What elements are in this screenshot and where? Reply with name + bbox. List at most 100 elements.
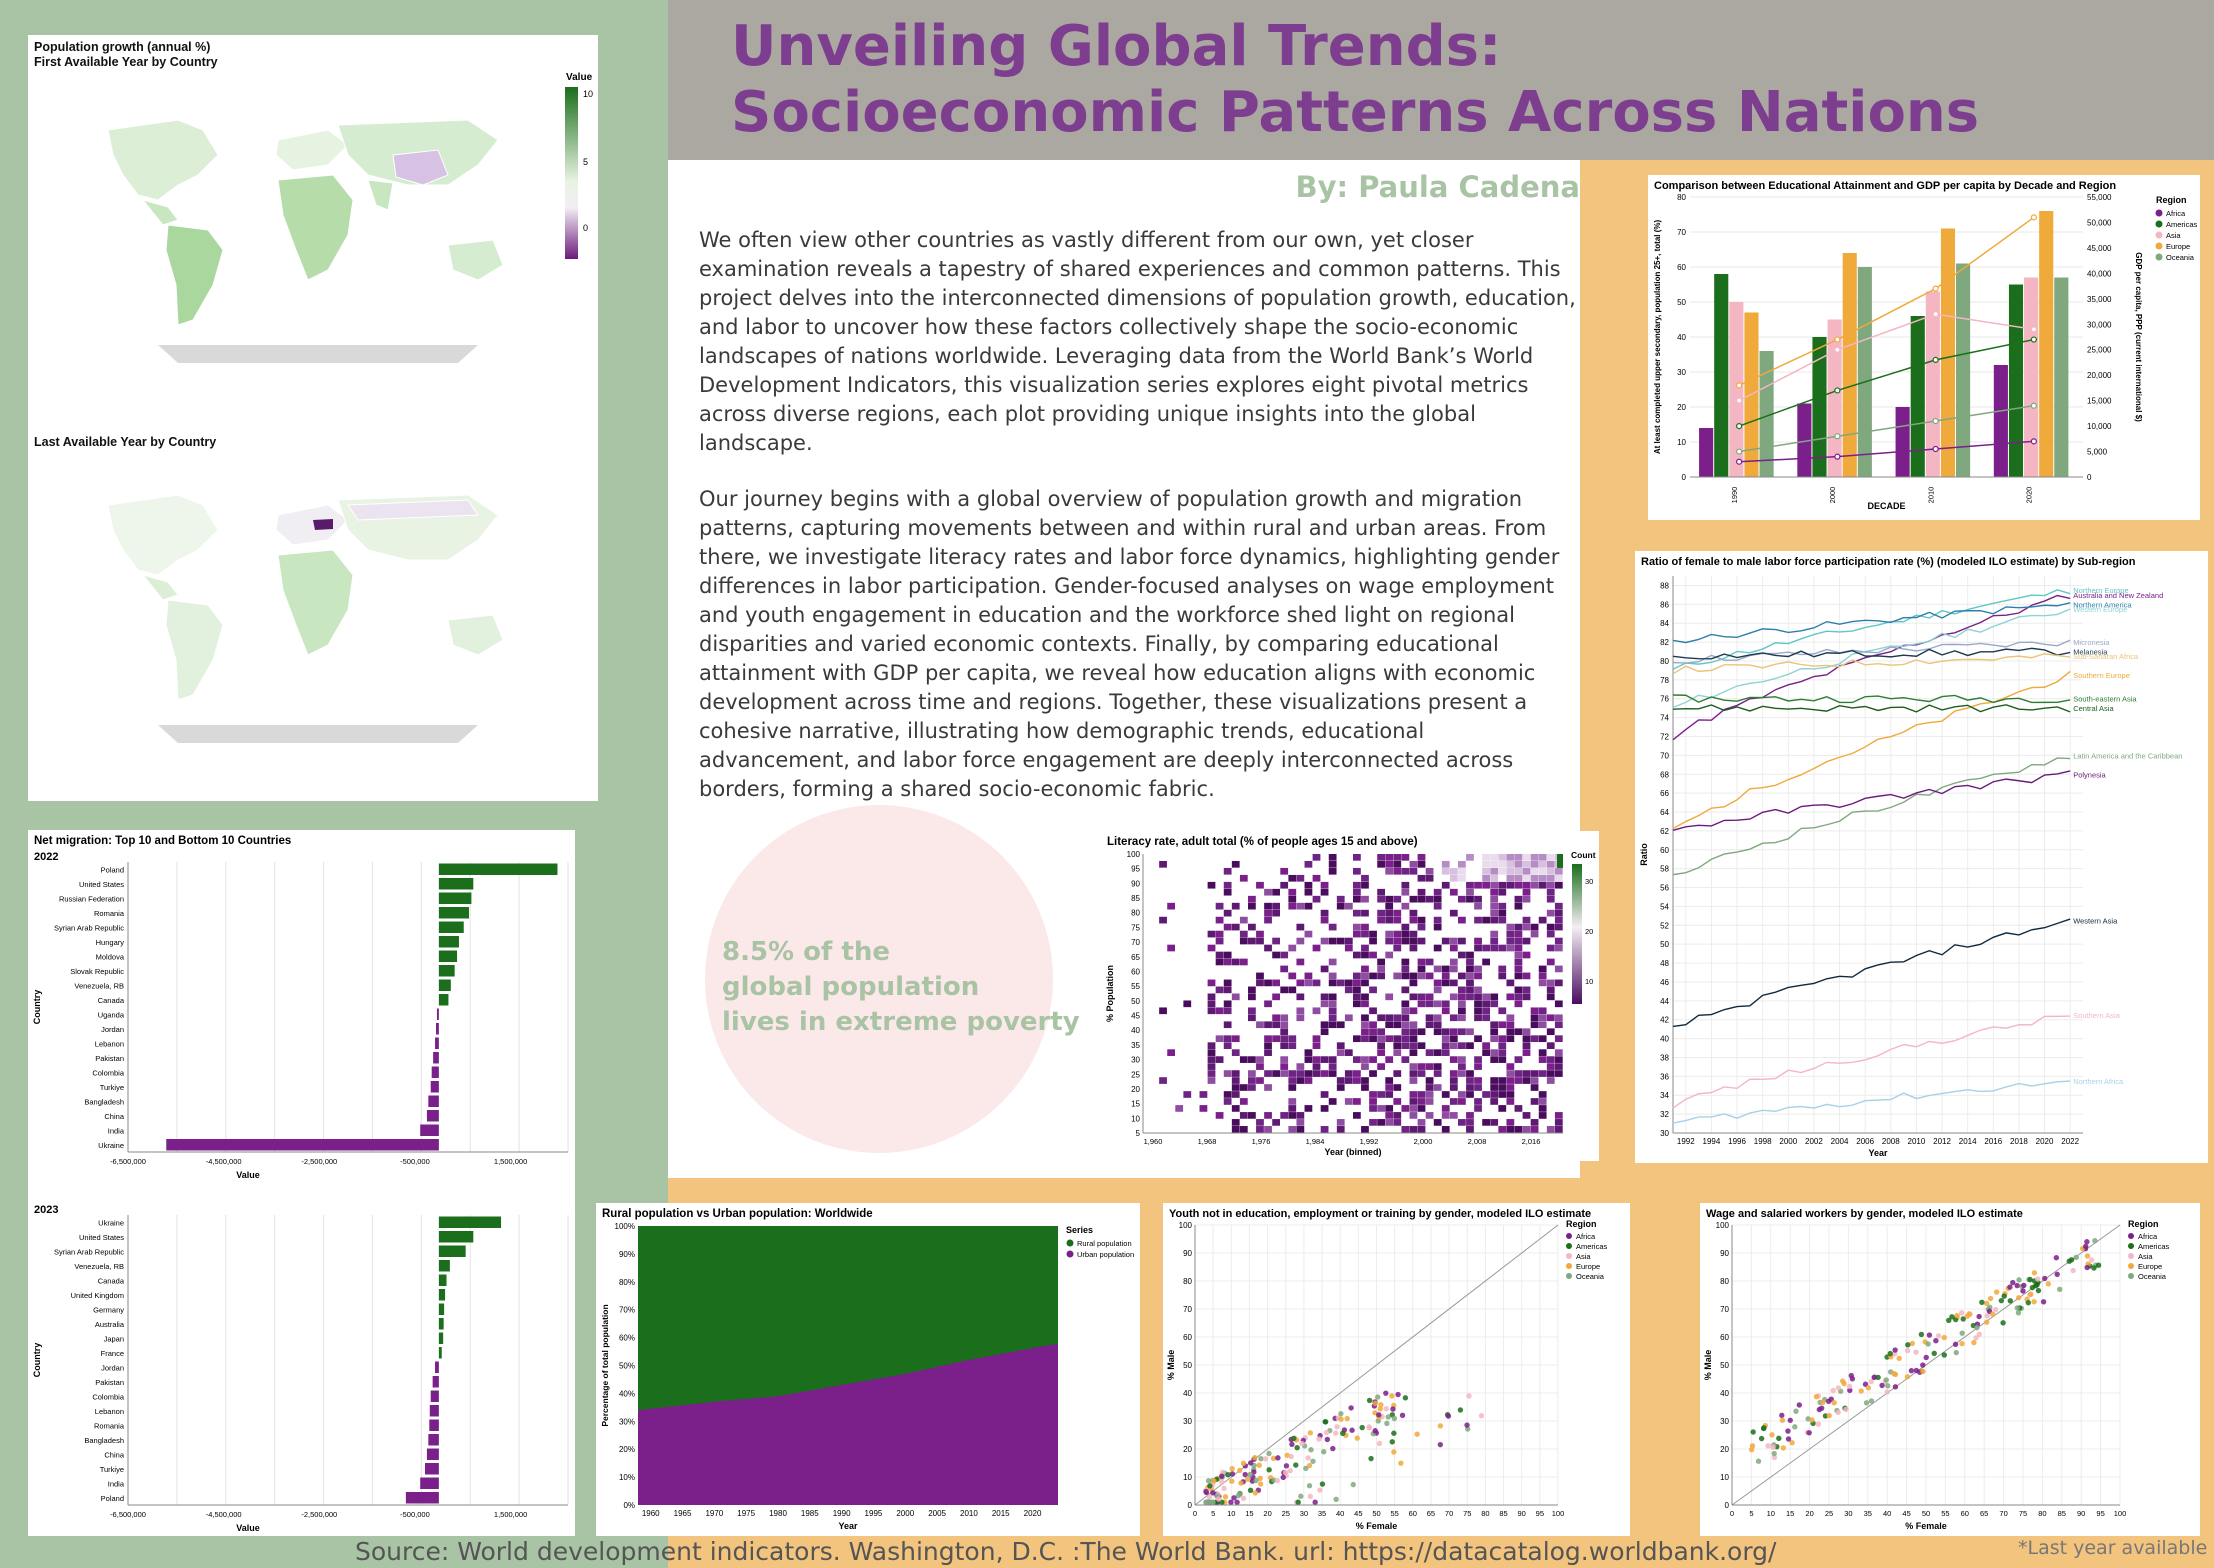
literacy-cell [1514,937,1523,945]
literacy-cell [1474,1077,1482,1084]
edu-gdp-legend-label: Europe [2166,242,2190,251]
neet-svg-point [1221,1485,1227,1492]
literacy-cell [1223,1070,1232,1077]
last-year-note: *Last year available [2018,1537,2208,1559]
literacy-cell [1458,993,1466,1001]
literacy-cell [1288,1105,1297,1112]
literacy-cell [1304,1049,1313,1056]
migration-x-tick: -500,000 [400,1510,430,1519]
urban-area [638,1344,1058,1505]
wage-svg-point [2035,1287,2042,1294]
literacy-cell [1482,1000,1491,1008]
literacy-cell [1506,930,1515,938]
neet-svg-point [1229,1478,1235,1484]
literacy-cell [1482,867,1491,875]
migration-country-label: Jordan [101,1025,124,1034]
neet-svg-point [1391,1430,1397,1436]
literacy-cell [1490,930,1499,938]
literacy-cell [1474,1007,1482,1015]
literacy-cell [1522,972,1531,980]
literacy-cell [1207,1049,1216,1056]
wage-svg-point [1908,1367,1915,1374]
neet-svg-point [1334,1424,1340,1430]
literacy-cell [1498,1035,1507,1043]
labor-y-tick: 36 [1660,1072,1669,1081]
literacy-cell [1546,1070,1555,1077]
literacy-cell [1409,979,1418,987]
literacy-cell [1296,1007,1305,1015]
neet-svg-point [1266,1467,1272,1473]
labor-y-tick: 48 [1660,959,1669,968]
literacy-cell [1433,944,1442,952]
literacy-cell [1320,1000,1329,1008]
literacy-cell [1336,979,1345,987]
net-migration-svg: Net migration: Top 10 and Bottom 10 Coun… [32,835,569,1533]
literacy-cell [1474,881,1482,889]
literacy-cell [1433,986,1442,994]
literacy-cell [1482,881,1491,889]
wage-svg-y-tick: 60 [1720,1333,1729,1342]
neet-svg-point [1348,1405,1354,1411]
labor-y-tick: 80 [1660,657,1669,666]
labor-line [1672,704,2071,713]
literacy-cell [1514,1056,1523,1063]
literacy-cell [1466,972,1474,980]
migration-country-label: Japan [104,1334,124,1343]
literacy-cell [1288,986,1297,994]
wage-svg-point [1785,1436,1792,1442]
wage-svg-x-tick: 85 [2058,1509,2066,1518]
labor-series-label: Polynesia [2073,770,2106,779]
literacy-cell [1393,909,1402,917]
edu-gdp-y2-tick: 20,000 [2087,371,2112,380]
literacy-cell [1458,1063,1466,1070]
literacy-cell [1377,1014,1386,1022]
literacy-cell [1296,1063,1305,1070]
labor-y-tick: 70 [1660,751,1669,760]
literacy-cell [1425,1084,1434,1091]
literacy-cell [1353,979,1361,987]
literacy-y-tick: 30 [1131,1056,1140,1065]
neet-svg-point [1310,1458,1316,1464]
neet-svg-y-tick: 60 [1183,1333,1192,1342]
map-legend-title: Value [566,72,593,83]
neet-svg-point [1291,1435,1297,1442]
literacy-cell [1336,937,1345,945]
literacy-cell [1369,1035,1377,1043]
neet-svg-legend-title: Region [1566,1219,1597,1229]
literacy-cell [1498,867,1507,875]
neet-svg-point [1323,1429,1330,1436]
literacy-cell [1466,986,1474,994]
literacy-cell [1207,1063,1216,1070]
literacy-y-tick: 15 [1131,1100,1140,1109]
wage-svg-x-tick: 80 [2038,1509,2046,1518]
literacy-cell [1417,1091,1426,1098]
migration-country-label: Moldova [96,952,125,961]
literacy-cell [1425,874,1434,882]
neet-svg-point [1333,1430,1339,1436]
literacy-cell [1458,916,1466,924]
literacy-cell [1272,993,1281,1001]
literacy-cell [1401,888,1410,896]
migration-title: Net migration: Top 10 and Bottom 10 Coun… [34,835,291,847]
gdp-line [1738,338,2035,427]
wage-svg-point [1835,1409,1841,1416]
literacy-cell [1522,860,1531,868]
neet-svg-x-tick: 25 [1282,1509,1290,1518]
net-migration-panel: Net migration: Top 10 and Bottom 10 Coun… [28,830,575,1536]
edu-gdp-y2-tick: 55,000 [2087,193,2112,202]
literacy-cell [1320,1021,1329,1029]
wage-svg-title: Wage and salaried workers by gender, mod… [1706,1208,2023,1220]
labor-y-tick: 66 [1660,789,1669,798]
literacy-cell [1231,1126,1240,1133]
literacy-cell [1449,1098,1458,1105]
migration-bar [426,1448,439,1460]
literacy-cell [1538,854,1547,861]
literacy-cell [1449,1077,1458,1084]
migration-bar [420,1124,439,1136]
migration-bar [428,1095,439,1107]
literacy-cell [1522,854,1531,861]
edu-gdp-y2-tick: 25,000 [2087,346,2112,355]
wage-svg-y-tick: 80 [1720,1277,1729,1286]
neet-svg-point [1252,1490,1258,1496]
rural-urban-legend-swatch [1066,1239,1074,1247]
